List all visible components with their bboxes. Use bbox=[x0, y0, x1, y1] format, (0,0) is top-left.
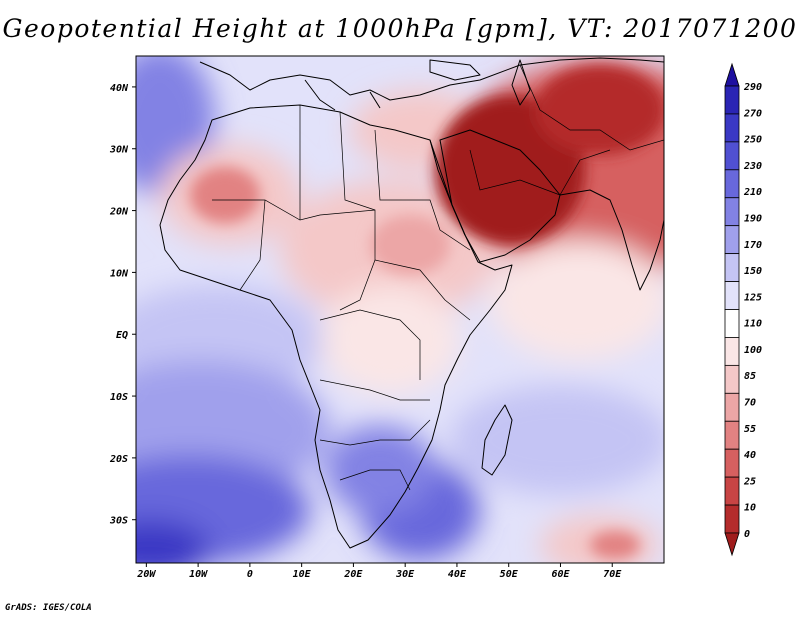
colorbar-swatch bbox=[724, 85, 740, 115]
colorbar-label: 55 bbox=[744, 424, 756, 435]
credit-text: GrADS: IGES/COLA bbox=[5, 603, 92, 613]
colorbar-swatch bbox=[724, 448, 740, 478]
colorbar-label: 85 bbox=[744, 371, 756, 382]
colorbar-swatch bbox=[724, 392, 740, 422]
y-tick-label: 30N bbox=[109, 145, 129, 156]
y-tick-label: 10N bbox=[110, 268, 129, 279]
colorbar-label: 230 bbox=[743, 161, 762, 172]
y-tick-label: 20S bbox=[109, 454, 128, 465]
y-tick-label: 20N bbox=[109, 207, 129, 218]
colorbar-swatch bbox=[724, 113, 740, 143]
colorbar-swatch bbox=[724, 141, 740, 171]
country-borders bbox=[212, 64, 664, 491]
x-tick-label: 0 bbox=[247, 569, 253, 580]
colorbar-label: 290 bbox=[743, 82, 762, 93]
y-tick-label: 30S bbox=[109, 516, 128, 527]
y-tick-label: EQ bbox=[116, 330, 128, 341]
x-axis: 20W 10W 0 10E 20E 30E 40E 50E 60E 70E bbox=[136, 563, 622, 580]
x-tick-label: 20W bbox=[136, 569, 156, 580]
colorbar-label: 10 bbox=[744, 503, 756, 514]
x-tick-label: 40E bbox=[448, 569, 467, 580]
colorbar-bottom-arrow bbox=[724, 532, 740, 557]
colorbar-swatch bbox=[724, 225, 740, 255]
coastlines bbox=[159, 57, 664, 549]
colorbar-label: 150 bbox=[744, 266, 762, 277]
colorbar-label: 70 bbox=[744, 398, 756, 409]
colorbar-top-arrow bbox=[724, 62, 740, 87]
colorbar-swatch bbox=[724, 337, 740, 366]
plot-frame bbox=[135, 55, 665, 564]
colorbar: 2902702502302101901701501251101008570554… bbox=[724, 62, 762, 557]
colorbar-label: 25 bbox=[743, 476, 756, 487]
colorbar-swatch bbox=[724, 476, 740, 506]
colorbar-label: 270 bbox=[743, 108, 762, 119]
chart-title: Geopotential Height at 1000hPa [gpm], VT… bbox=[2, 14, 798, 43]
colorbar-label: 170 bbox=[744, 240, 762, 251]
colorbar-swatch bbox=[724, 253, 740, 282]
x-tick-label: 60E bbox=[551, 569, 570, 580]
x-tick-label: 10W bbox=[189, 569, 208, 580]
y-tick-label: 40N bbox=[110, 83, 129, 94]
x-tick-label: 70E bbox=[603, 569, 622, 580]
colorbar-swatch bbox=[724, 504, 740, 534]
colorbar-swatch bbox=[724, 281, 740, 310]
colorbar-label: 100 bbox=[744, 345, 762, 356]
y-tick-label: 10S bbox=[110, 392, 128, 403]
colorbar-label: 110 bbox=[744, 319, 762, 330]
colorbar-label: 125 bbox=[744, 292, 762, 303]
x-tick-label: 50E bbox=[500, 569, 519, 580]
colorbar-label: 250 bbox=[743, 135, 762, 146]
x-tick-label: 10E bbox=[293, 569, 312, 580]
colorbar-label: 40 bbox=[744, 450, 756, 461]
height-field bbox=[136, 56, 664, 563]
colorbar-swatch bbox=[724, 197, 740, 227]
colorbar-swatch bbox=[724, 169, 740, 199]
colorbar-label: 190 bbox=[744, 213, 762, 224]
colorbar-label: 0 bbox=[744, 529, 750, 540]
x-tick-label: 30E bbox=[395, 569, 415, 580]
y-axis: 40N 30N 20N 10N EQ 10S 20S 30S bbox=[109, 83, 136, 527]
colorbar-swatch bbox=[724, 364, 740, 394]
x-tick-label: 20E bbox=[343, 569, 363, 580]
colorbar-label: 210 bbox=[743, 187, 762, 198]
colorbar-swatch bbox=[724, 309, 740, 338]
colorbar-swatch bbox=[724, 420, 740, 450]
